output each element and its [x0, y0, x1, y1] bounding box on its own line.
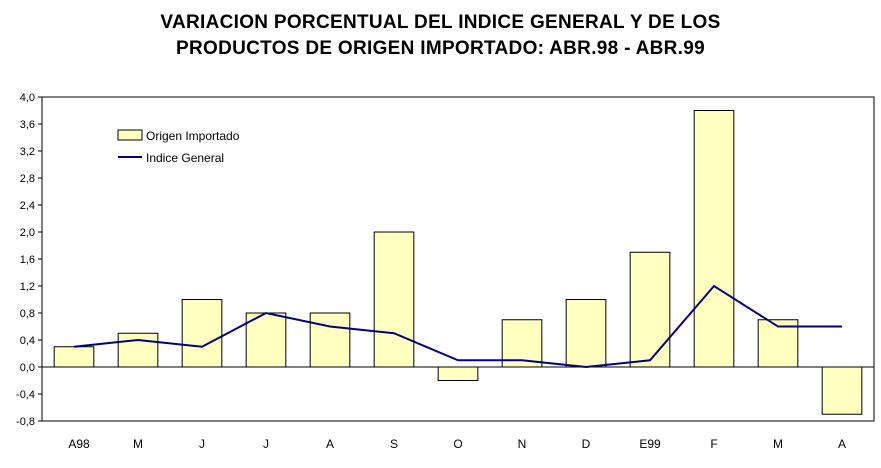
x-category-label: A — [326, 437, 334, 451]
x-category-label: A98 — [68, 437, 90, 451]
bar-origen-importado — [53, 346, 95, 368]
y-tick-label: 2,0 — [20, 227, 35, 239]
bar-origen-importado — [117, 332, 159, 368]
x-category-label: D — [582, 437, 591, 451]
y-tick-label: 2,4 — [20, 200, 35, 212]
y-tick-label: 0,8 — [20, 308, 35, 320]
y-tick-label: 1,6 — [20, 254, 35, 266]
chart-title: VARIACION PORCENTUAL DEL INDICE GENERAL … — [0, 10, 881, 62]
bar-origen-importado — [565, 299, 607, 368]
bar-origen-importado — [629, 251, 671, 368]
plot-area: -0,8 -0,4 0,0 0,4 0,8 1,2 1,6 2,0 2,4 2,8 3,2 3,6 4,… — [16, 92, 875, 451]
x-category-label: J — [199, 437, 205, 451]
y-tick-label: 2,8 — [20, 173, 35, 185]
y-tick-label: 1,2 — [20, 281, 35, 293]
bar-origen-importado — [181, 299, 223, 368]
chart-title-line-1: VARIACION PORCENTUAL DEL INDICE GENERAL … — [160, 12, 721, 33]
y-tick-label: 3,2 — [20, 146, 35, 158]
y-tick-label: 4,0 — [20, 92, 35, 104]
x-category-label: A — [838, 437, 846, 451]
x-category-label: N — [518, 437, 527, 451]
bar-origen-importado — [821, 366, 863, 415]
y-tick-label: 3,6 — [20, 119, 35, 131]
chart-title-line-2: PRODUCTOS DE ORIGEN IMPORTADO: ABR.98 - … — [176, 38, 705, 59]
x-category-label: O — [453, 437, 462, 451]
x-category-label: M — [133, 437, 143, 451]
legend-swatch-origen-importado — [117, 129, 143, 141]
bar-origen-importado — [309, 312, 351, 368]
bar-origen-importado — [373, 231, 415, 368]
x-category-label: E99 — [639, 437, 661, 451]
legend-label-indice-general: Indice General — [146, 151, 224, 165]
bar-origen-importado — [437, 366, 479, 381]
x-category-label: M — [773, 437, 783, 451]
x-category-label: J — [263, 437, 269, 451]
y-tick-label: 0,0 — [20, 362, 35, 374]
y-tick-label: -0,4 — [16, 389, 35, 401]
bar-origen-importado — [693, 110, 735, 368]
y-tick-label: -0,8 — [16, 416, 35, 428]
y-tick-label: 0,4 — [20, 335, 35, 347]
x-category-label: F — [710, 437, 717, 451]
line-indice-general — [73, 284, 842, 369]
x-category-label: S — [390, 437, 398, 451]
legend-label-origen-importado: Origen Importado — [146, 129, 240, 143]
